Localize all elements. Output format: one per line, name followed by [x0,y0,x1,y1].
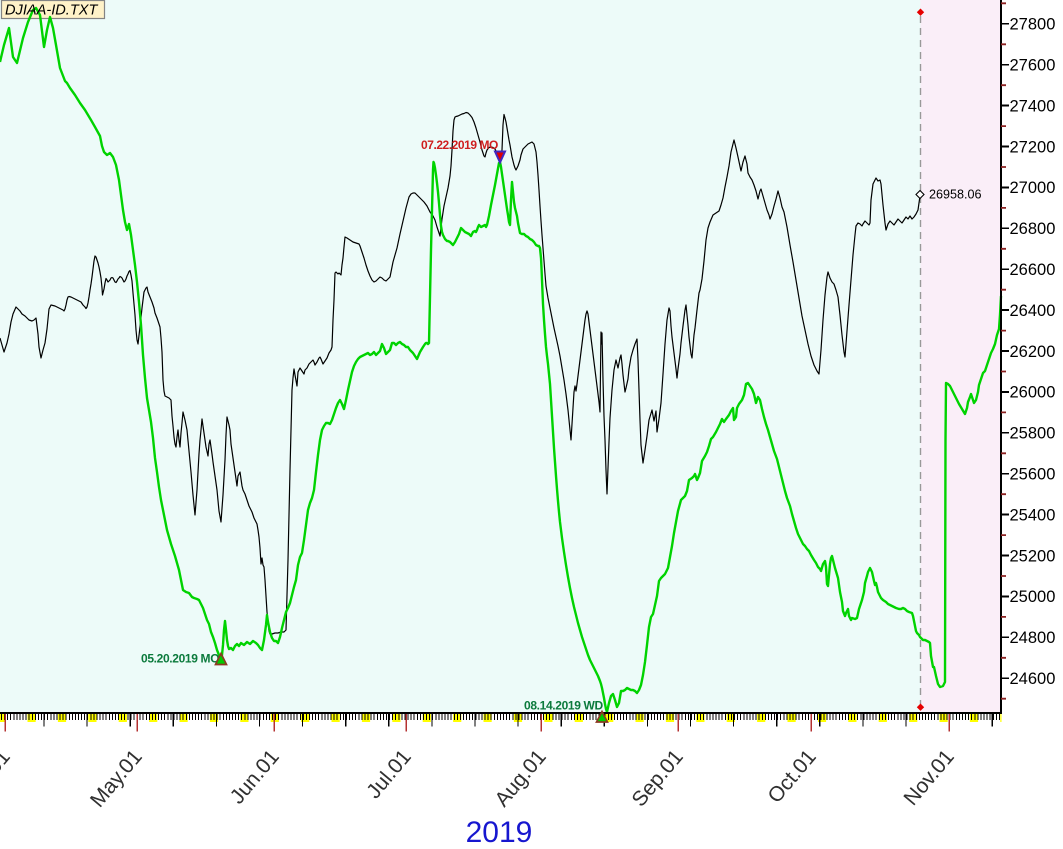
svg-text:25800: 25800 [1010,425,1056,443]
svg-text:DJIAA-ID.TXT: DJIAA-ID.TXT [5,3,99,19]
svg-text:26600: 26600 [1010,261,1056,279]
svg-text:26000: 26000 [1010,384,1056,402]
svg-text:27200: 27200 [1010,138,1056,156]
svg-text:25600: 25600 [1010,466,1056,484]
svg-text:27400: 27400 [1010,97,1056,115]
svg-text:27000: 27000 [1010,179,1056,197]
svg-text:26400: 26400 [1010,302,1056,320]
svg-text:25200: 25200 [1010,547,1056,565]
svg-text:24600: 24600 [1010,670,1056,688]
svg-text:26200: 26200 [1010,343,1056,361]
svg-text:26958.06: 26958.06 [929,188,982,202]
svg-text:27800: 27800 [1010,16,1056,34]
svg-text:2019: 2019 [466,816,533,849]
svg-text:08.14.2019 WD: 08.14.2019 WD [524,699,604,713]
svg-text:27600: 27600 [1010,57,1056,75]
svg-text:05.20.2019 MO: 05.20.2019 MO [141,652,219,666]
svg-text:07.22.2019 MO: 07.22.2019 MO [421,138,498,152]
svg-text:26800: 26800 [1010,220,1056,238]
svg-text:24800: 24800 [1010,629,1056,647]
svg-text:25400: 25400 [1010,506,1056,524]
svg-text:25000: 25000 [1010,588,1056,606]
